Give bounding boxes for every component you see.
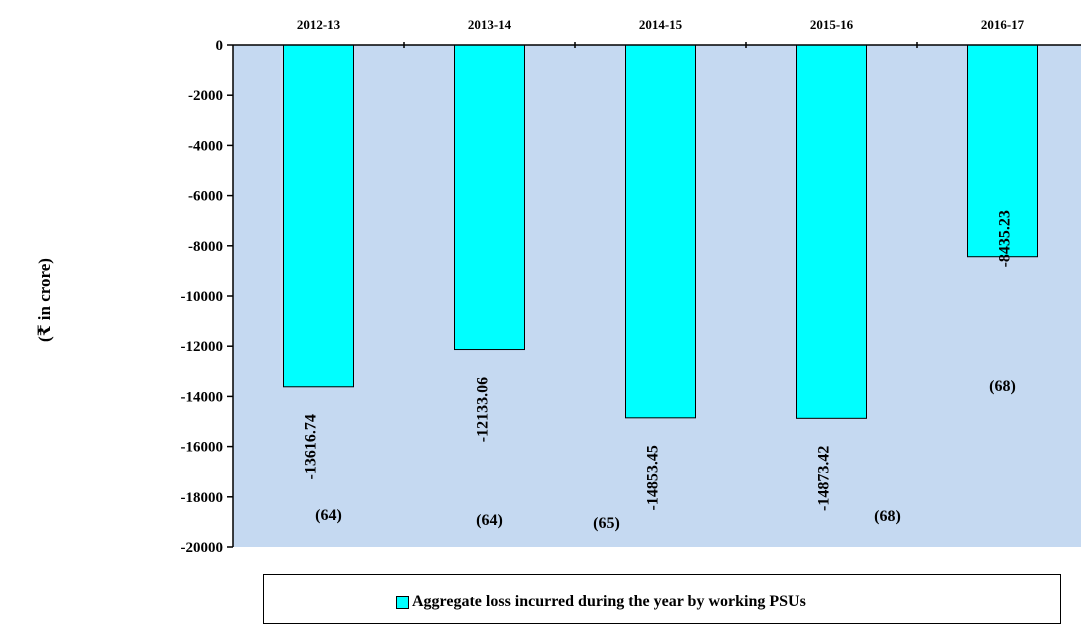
bar [796,44,867,419]
category-label: 2015-16 [810,17,854,32]
bar [967,44,1038,258]
legend-swatch [396,595,409,609]
value-label: -14873.42 [816,446,833,511]
bar [454,44,525,351]
legend-item: Aggregate loss incurred during the year … [396,593,806,611]
y-tick-label: -8000 [188,239,223,255]
category-labels: 2012-13 2013-14 2014-15 2015-16 2016-17 [297,17,1025,32]
category-label: 2013-14 [468,17,512,32]
bar [625,44,696,419]
value-label: -14853.45 [645,445,662,510]
bars [283,44,1038,419]
y-tick-label: -20000 [181,540,224,556]
y-axis-label: (₹ in crore) [35,258,54,342]
y-tick-label: -4000 [188,138,223,154]
y-axis-ticks: 0 -2000 -4000 -6000 -8000 -10000 -12000 -14000 -… [181,38,233,556]
y-tick-label: -14000 [181,389,224,405]
y-tick-label: -18000 [181,490,224,506]
bar [283,44,354,388]
count-label: (65) [593,515,620,532]
count-label: (64) [476,512,503,529]
data-labels: -13616.74 (64) -12133.06 (64) -14853.45 (65) -… [303,210,1016,532]
category-label: 2016-17 [981,17,1025,32]
y-tick-label: -10000 [181,289,224,305]
count-label: (68) [989,378,1016,395]
y-tick-label: -12000 [181,339,224,355]
count-label: (64) [315,507,342,524]
legend-label: Aggregate loss incurred during the year … [412,593,806,610]
y-tick-label: -2000 [188,88,223,104]
value-label: -12133.06 [475,377,492,442]
y-tick-label: 0 [216,38,224,54]
value-label: -8435.23 [997,210,1014,267]
value-label: -13616.74 [303,414,320,479]
category-label: 2012-13 [297,17,341,32]
category-label: 2014-15 [639,17,683,32]
y-tick-label: -6000 [188,189,223,205]
chart: 0 -2000 -4000 -6000 -8000 -10000 -12000 -14000 -… [35,17,1081,556]
count-label: (68) [874,508,901,525]
y-tick-label: -16000 [181,440,224,456]
legend: Aggregate loss incurred during the year … [263,574,1061,624]
